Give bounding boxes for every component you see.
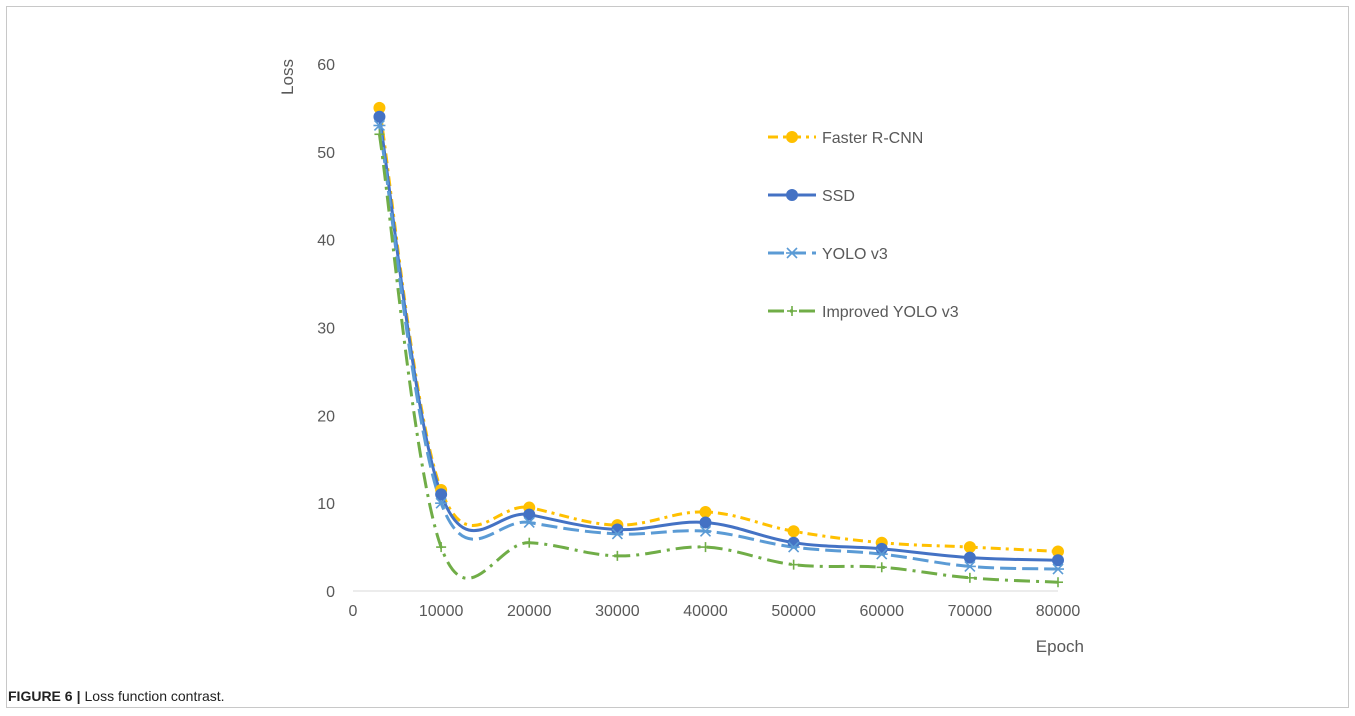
x-tick-label: 20000 xyxy=(507,603,552,620)
series-line-3 xyxy=(377,134,1059,584)
data-point-s3-p3 xyxy=(612,550,623,561)
data-point-s2-p4 xyxy=(699,525,712,537)
legend-swatch-marker xyxy=(786,131,798,143)
data-point-s2-p0 xyxy=(373,119,386,132)
legend-swatch-marker xyxy=(786,247,798,259)
series-line-1 xyxy=(377,116,1059,562)
data-point-s1-p4 xyxy=(699,516,712,529)
x-axis-title: Epoch xyxy=(1036,637,1084,656)
x-tick-label: 0 xyxy=(349,603,358,620)
x-tick-label: 80000 xyxy=(1036,603,1081,620)
x-tick-label: 50000 xyxy=(771,603,816,620)
data-point-s2-p2 xyxy=(523,516,536,529)
data-point-s3-p2 xyxy=(524,537,535,548)
x-tick-label: 10000 xyxy=(419,603,464,620)
legend-swatch-marker xyxy=(786,189,798,201)
data-point-s3-p6 xyxy=(876,562,887,573)
x-tick-label: 60000 xyxy=(860,603,905,620)
data-point-s1-p7 xyxy=(963,551,976,564)
x-tick-label: 40000 xyxy=(683,603,728,620)
data-point-s1-p2 xyxy=(523,508,536,521)
data-point-s3-p0 xyxy=(374,129,385,140)
y-tick-label: 60 xyxy=(317,57,335,74)
legend-item-2: YOLO v3 xyxy=(768,246,888,263)
data-point-s0-p4 xyxy=(699,505,712,518)
y-tick-label: 40 xyxy=(317,233,335,250)
y-axis-title: Loss xyxy=(278,59,297,95)
chart-axes: 0 10000 20000 30000 40000 50000 60000 70000 8000… xyxy=(278,57,1084,656)
series-line-0 xyxy=(377,107,1059,553)
y-tick-label: 30 xyxy=(317,321,335,338)
data-point-s2-p7 xyxy=(963,560,976,572)
x-tick-label: 30000 xyxy=(595,603,640,620)
legend-item-3: Improved YOLO v3 xyxy=(768,304,959,321)
data-point-s1-p0 xyxy=(373,110,386,123)
legend-item-0: Faster R-CNN xyxy=(768,130,923,147)
figure-label: FIGURE 6 xyxy=(8,688,73,704)
data-point-s2-p8 xyxy=(1052,563,1064,575)
legend-label: Improved YOLO v3 xyxy=(822,304,959,321)
data-point-s1-p1 xyxy=(435,488,448,501)
x-tick-label: 70000 xyxy=(948,603,993,620)
data-point-s2-p1 xyxy=(435,497,448,509)
chart-legend: Faster R-CNN SSD YOLO v3 Improved YOLO v3 xyxy=(768,130,959,321)
series-markers xyxy=(373,101,1064,588)
data-point-s0-p5 xyxy=(787,525,800,538)
figure-caption: FIGURE 6 | Loss function contrast. xyxy=(8,688,225,704)
data-point-s3-p8 xyxy=(1053,577,1063,588)
legend-label: YOLO v3 xyxy=(822,246,888,263)
caption-text: Loss function contrast. xyxy=(84,688,225,704)
legend-swatch-marker xyxy=(787,306,797,316)
y-tick-label: 10 xyxy=(317,496,335,513)
legend-label: Faster R-CNN xyxy=(822,130,923,147)
data-point-s1-p8 xyxy=(1052,554,1064,567)
data-point-s2-p6 xyxy=(875,548,888,560)
data-point-s3-p5 xyxy=(788,559,799,570)
series-lines xyxy=(377,107,1059,584)
data-point-s2-p5 xyxy=(787,541,800,553)
data-point-s3-p1 xyxy=(436,542,447,553)
data-point-s2-p3 xyxy=(611,528,624,540)
legend-label: SSD xyxy=(822,188,855,205)
y-tick-label: 20 xyxy=(317,408,335,425)
legend-item-1: SSD xyxy=(768,188,855,205)
data-point-s3-p4 xyxy=(700,542,711,553)
series-line-2 xyxy=(377,125,1059,571)
caption-separator: | xyxy=(76,688,81,704)
data-point-s3-p7 xyxy=(964,572,975,583)
data-point-s1-p6 xyxy=(875,542,888,555)
y-tick-label: 50 xyxy=(317,145,335,162)
data-point-s0-p7 xyxy=(963,541,976,554)
y-tick-label: 0 xyxy=(326,584,335,601)
